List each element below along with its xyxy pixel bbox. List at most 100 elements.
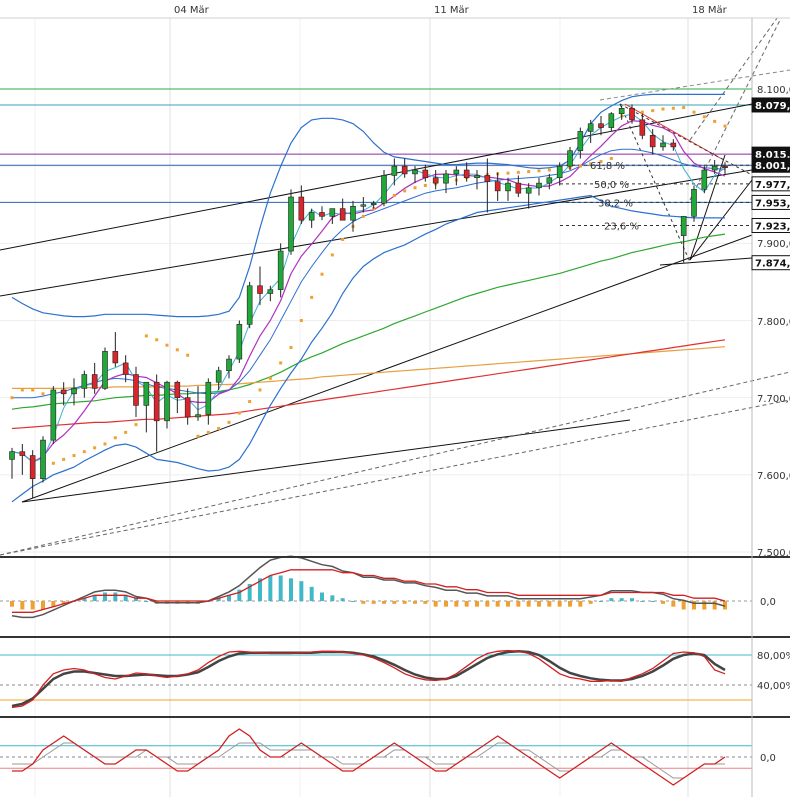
candle-body [143, 381, 150, 406]
candle-body [133, 374, 139, 406]
candle-body [412, 169, 418, 175]
parabolic-sar-dot [227, 420, 231, 424]
parabolic-sar-dot [609, 156, 613, 160]
candle-body [422, 169, 429, 179]
parabolic-sar-dot [186, 353, 190, 357]
parabolic-sar-dot [299, 319, 303, 322]
macd-histogram-bar [278, 575, 283, 601]
macd-histogram-bar [92, 595, 97, 601]
candle-body [9, 451, 15, 460]
parabolic-sar-dot [599, 160, 603, 164]
macd-histogram-bar [144, 601, 149, 602]
macd-histogram-bar [227, 595, 231, 601]
fib-level-label: 50,0 % [594, 180, 629, 191]
parabolic-sar-dot [651, 109, 655, 113]
macd-histogram-bar [216, 598, 221, 601]
grid-layer [0, 0, 752, 797]
candle-body [226, 358, 232, 371]
macd-histogram-bar [506, 601, 510, 607]
candle-body [60, 389, 67, 395]
parabolic-sar-dot [330, 253, 334, 257]
macd-histogram-bar [258, 578, 262, 601]
candle-body [463, 169, 470, 179]
parabolic-sar-dot [51, 461, 55, 465]
macd-histogram-bar [392, 601, 397, 604]
macd-histogram-bar [103, 592, 107, 601]
trend-channel-line [0, 169, 753, 297]
parabolic-sar-dot [578, 164, 582, 168]
price-tag-label: 7.953,0 [755, 198, 790, 209]
trend-channel-line [0, 371, 790, 556]
candle-body [370, 202, 377, 206]
parabolic-sar-dot [279, 361, 283, 365]
candle-body [649, 135, 656, 148]
price-axis-label: 7.800,0 [757, 317, 790, 328]
parabolic-sar-dot [72, 454, 76, 458]
candle-body [556, 165, 563, 179]
parabolic-sar-dot [723, 124, 727, 128]
price-axis-label: 7.700,0 [757, 394, 790, 405]
date-header [0, 0, 790, 18]
parabolic-sar-dot [320, 272, 324, 276]
candle-body [670, 142, 677, 148]
candle-body [391, 165, 398, 176]
stoch-axis-label: 40,00% [757, 681, 790, 692]
macd-histogram-bar [361, 601, 366, 604]
candle-body [381, 175, 387, 204]
candle-body [319, 212, 325, 217]
candle-body [546, 177, 553, 184]
macd-signal-line [12, 569, 726, 613]
candle-body [453, 169, 460, 175]
bollinger-middle-line [12, 148, 726, 399]
candle-body [505, 182, 511, 192]
candle-body [660, 142, 666, 148]
price-axis-label: 8.100,0 [757, 85, 790, 96]
macd-histogram-bar [702, 601, 707, 610]
parabolic-sar-dot [341, 237, 345, 241]
macd-histogram-bar [51, 601, 56, 607]
parabolic-sar-dot [516, 170, 520, 174]
candle-body [484, 175, 491, 182]
candle-body [567, 150, 573, 167]
trend-channel-line [0, 103, 753, 251]
macd-histogram-bar [371, 601, 376, 604]
macd-histogram-bar [30, 601, 35, 610]
bollinger-lower-line [11, 194, 725, 503]
candle-body [236, 324, 243, 360]
trendline-layer [0, 0, 790, 556]
macd-histogram-bar [309, 586, 314, 601]
macd-histogram-bar [402, 601, 407, 604]
macd-histogram-bar [320, 592, 324, 601]
trend-channel-line [689, 0, 790, 201]
stoch-k-line [11, 649, 726, 709]
parabolic-sar-dot [103, 442, 107, 446]
parabolic-sar-dot [134, 423, 138, 427]
macd-histogram-bar [526, 601, 531, 607]
macd-histogram-bar [20, 601, 25, 610]
candle-body [587, 123, 594, 132]
macd-histogram-bar [340, 598, 345, 601]
macd-histogram-bar [661, 601, 665, 604]
parabolic-sar-dot [392, 193, 396, 197]
fast-moving-average-line [11, 113, 726, 463]
macd-histogram-bar [268, 575, 273, 601]
candle-body [308, 212, 315, 221]
x-tick-label: 11 Mär [434, 5, 470, 16]
candle-body [71, 388, 77, 395]
macd-histogram-bar [630, 598, 634, 601]
macd-histogram-bar [123, 595, 128, 601]
candle-body [598, 123, 604, 128]
candle-body [50, 389, 57, 441]
price-tag-box [751, 194, 790, 210]
candle-body [215, 370, 222, 383]
price-axis-label: 7.900,0 [757, 239, 790, 250]
osc-axis-label: 0,0 [760, 753, 776, 764]
macd-histogram-bar [619, 598, 624, 601]
candle-body [701, 169, 708, 190]
macd-line [11, 555, 726, 619]
trend-channel-line [659, 257, 753, 266]
price-tag-label: 7.977,1 [755, 180, 790, 191]
